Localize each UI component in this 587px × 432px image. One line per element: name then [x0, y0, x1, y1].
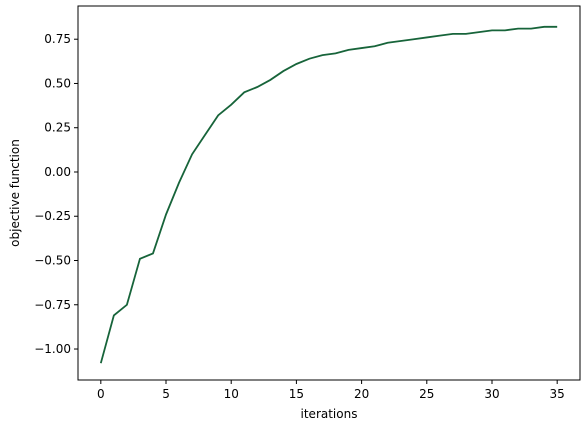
x-axis-label: iterations: [301, 407, 358, 421]
y-tick-label: −1.00: [34, 342, 71, 356]
y-tick-label: −0.25: [34, 209, 71, 223]
axes-frame: [77, 5, 581, 381]
y-tick-label: 0.00: [44, 165, 71, 179]
y-axis-label: objective function: [8, 139, 22, 247]
x-tick-label: 30: [484, 387, 499, 401]
y-tick-label: 0.25: [44, 121, 71, 135]
data-line: [99, 25, 558, 364]
y-tick-label: 0.75: [44, 32, 71, 46]
x-tick-label: 10: [224, 387, 239, 401]
y-tick-label: −0.75: [34, 298, 71, 312]
x-tick-label: 20: [354, 387, 369, 401]
y-tick-label: 0.50: [44, 76, 71, 90]
x-tick-label: 15: [289, 387, 304, 401]
y-tick-label: −0.50: [34, 254, 71, 268]
x-tick-label: 5: [162, 387, 170, 401]
x-tick-label: 0: [97, 387, 105, 401]
x-tick-label: 35: [550, 387, 565, 401]
x-tick-label: 25: [419, 387, 434, 401]
